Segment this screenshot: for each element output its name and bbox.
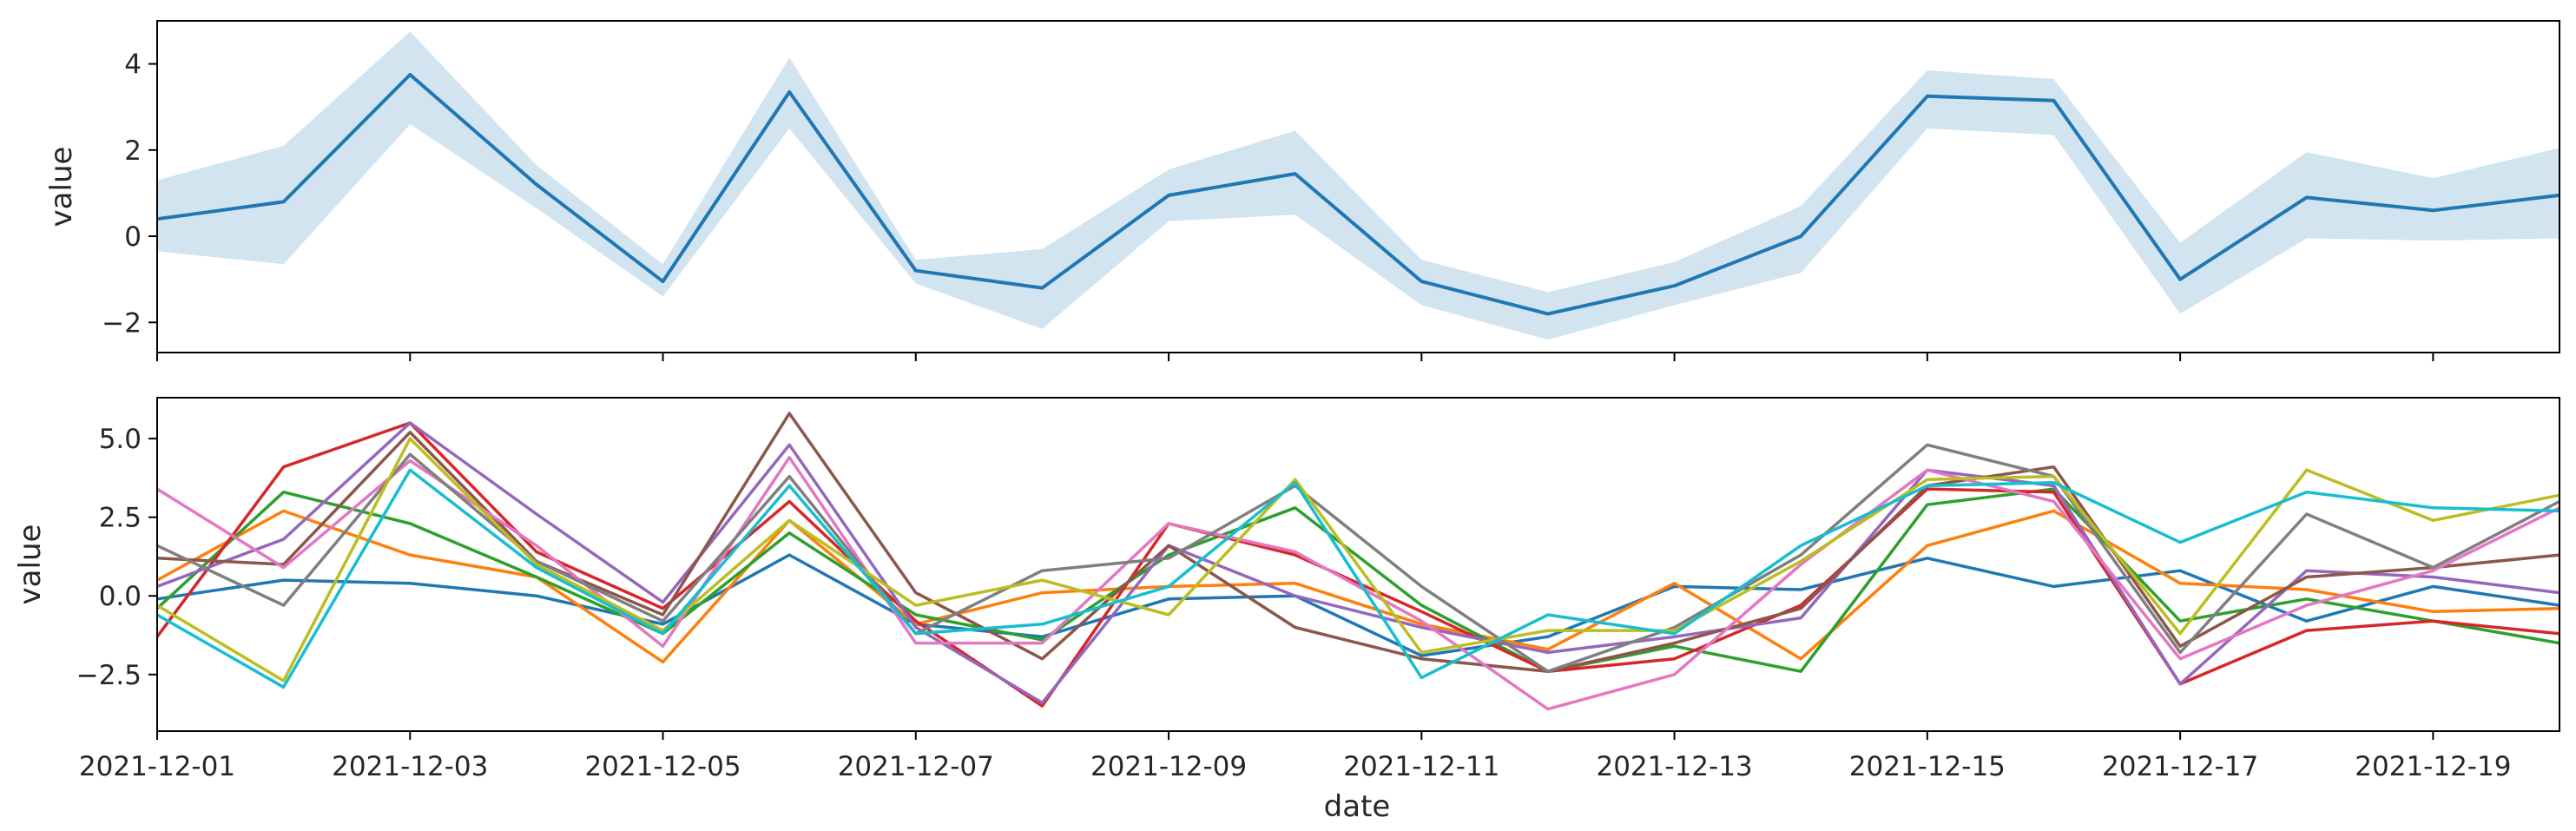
top-axes-frame bbox=[156, 20, 2560, 353]
y-tick-label: 2.5 bbox=[99, 503, 142, 534]
bottom-plot-area bbox=[155, 412, 2560, 711]
y-tick-label: −2 bbox=[102, 307, 142, 339]
top-plot-area bbox=[156, 31, 2560, 340]
series-line-1 bbox=[156, 553, 2560, 657]
series-line-7 bbox=[156, 456, 2560, 711]
y-tick-label: −2.5 bbox=[76, 660, 142, 691]
bottom-axes-frame bbox=[156, 397, 2560, 732]
x-tick-label: 2021-12-07 bbox=[838, 751, 994, 782]
top-x-tick-marks bbox=[156, 353, 2434, 361]
x-tick-label: 2021-12-13 bbox=[1596, 751, 1752, 782]
series-line-5 bbox=[156, 421, 2560, 705]
series-line-3 bbox=[155, 487, 2560, 673]
y-tick-label: 0 bbox=[124, 221, 142, 253]
series-line-2 bbox=[156, 509, 2560, 664]
x-tick-label: 2021-12-19 bbox=[2355, 751, 2511, 782]
top-y-axis: −2 0 2 4 bbox=[102, 49, 157, 339]
bottom-y-axis-label: value bbox=[13, 524, 48, 605]
series-line-9 bbox=[156, 437, 2560, 683]
bottom-y-axis: −2.5 0.0 2.5 5.0 bbox=[76, 424, 157, 691]
x-tick-label: 2021-12-17 bbox=[2102, 751, 2258, 782]
x-tick-label: 2021-12-15 bbox=[1849, 751, 2006, 782]
x-tick-label: 2021-12-05 bbox=[584, 751, 741, 782]
y-tick-label: 2 bbox=[124, 135, 142, 167]
y-tick-label: 5.0 bbox=[99, 424, 142, 455]
confidence-band bbox=[157, 31, 2560, 340]
series-line-8 bbox=[156, 443, 2560, 673]
x-tick-label: 2021-12-01 bbox=[79, 751, 235, 782]
top-panel: −2 0 2 4 value bbox=[44, 20, 2560, 361]
top-y-axis-label: value bbox=[44, 147, 79, 228]
mean-line bbox=[156, 73, 2560, 316]
y-tick-label: 4 bbox=[124, 49, 142, 81]
x-tick-label: 2021-12-11 bbox=[1343, 751, 1499, 782]
x-tick-label: 2021-12-09 bbox=[1090, 751, 1247, 782]
bottom-panel: −2.50.02.55.0 2021-12-01 2021-12-03 2021-1… bbox=[13, 397, 2560, 824]
x-tick-label: 2021-12-03 bbox=[332, 751, 488, 782]
bottom-x-axis: 2021-12-01 2021-12-03 2021-12-05 2021-12-07… bbox=[79, 731, 2511, 782]
y-tick-label: 0.0 bbox=[99, 581, 142, 612]
series-line-10 bbox=[156, 468, 2560, 689]
bottom-x-axis-label: date bbox=[1324, 789, 1391, 824]
